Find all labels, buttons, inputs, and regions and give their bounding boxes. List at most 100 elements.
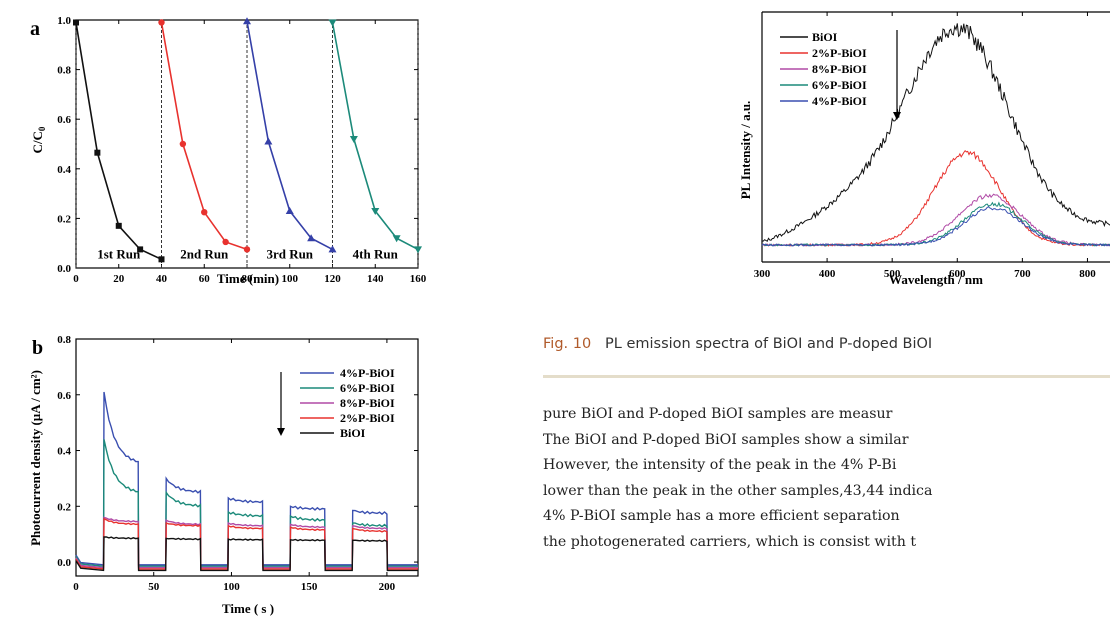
panel-label-b: b (32, 337, 43, 359)
x-tick-label: 0 (73, 581, 79, 593)
x-tick-label: 40 (156, 273, 168, 285)
chart-a: a 0 20 40 60 80 100 120 140 160 0.0 0.2 0.4 0.6 0.8 1.… (30, 15, 427, 286)
y-tick-label: 0.0 (57, 557, 71, 569)
data-point (158, 256, 165, 263)
data-point (349, 136, 358, 144)
data-point (371, 207, 380, 215)
data-point (179, 140, 187, 148)
axes-frame (75, 338, 419, 577)
plot-area-pl: 300 400 500 600 700 800 BiOI 2%P-BiOI 8%P-BiOI 6%… (754, 11, 1110, 280)
figure-caption: Fig. 10 PL emission spectra of BiOI and … (543, 336, 1110, 352)
series-line (246, 21, 333, 251)
data-point (73, 19, 79, 26)
x-axis-label-a: Time (min) (217, 271, 279, 286)
series-line (761, 149, 1110, 247)
data-point (392, 235, 401, 243)
series-line (761, 23, 1110, 243)
legend-label: 2%P-BiOI (812, 46, 867, 60)
series-line (75, 516, 418, 569)
data-point (115, 222, 122, 229)
y-axis-label-pl: PL Intensity / a.u. (738, 101, 753, 200)
data-point (243, 246, 251, 253)
data-point (307, 234, 316, 242)
y-tick-label: 0.8 (57, 65, 71, 77)
x-tick-label: 200 (379, 581, 396, 593)
body-line: 4% P-BiOI sample has a more efficient se… (543, 508, 900, 524)
data-point (94, 149, 101, 156)
plot-area-a: 0 20 40 60 80 100 120 140 160 0.0 0.2 0.4 0.6 0.8 1.0 1… (57, 15, 427, 285)
x-tick-label: 500 (884, 268, 901, 280)
x-tick-label: 150 (301, 581, 318, 593)
figure-number: Fig. 10 (543, 336, 592, 352)
series-line (75, 536, 418, 572)
y-axis-label-b: Photocurrent density (µA / cm²) (28, 370, 43, 546)
run-label: 3rd Run (266, 247, 313, 262)
series-line (761, 201, 1110, 247)
x-tick-label: 600 (949, 268, 966, 280)
data-point (328, 19, 337, 27)
run-label: 2nd Run (180, 247, 229, 262)
chart-b: b 0 50 100 150 200 0.0 0.2 0.4 0.6 0.8 4%P-BiOI6%P… (28, 334, 419, 616)
data-point (137, 246, 144, 253)
run-label: 1st Run (97, 247, 141, 262)
x-tick-label: 50 (148, 581, 160, 593)
data-point (414, 246, 422, 254)
run-label: 4th Run (353, 247, 399, 262)
caption-divider (543, 375, 1110, 378)
body-line: However, the intensity of the peak in th… (543, 457, 897, 473)
x-tick-label: 400 (819, 268, 836, 280)
trend-arrowhead (893, 112, 901, 120)
series-line (75, 391, 418, 566)
plot-area-b: 0 50 100 150 200 0.0 0.2 0.4 0.6 0.8 4%P-BiOI6%P-B… (57, 334, 419, 593)
chart-pl-spectra: 300 400 500 600 700 800 BiOI 2%P-BiOI 8%P-BiOI 6%… (738, 11, 1110, 287)
body-line: lower than the peak in the other samples… (543, 482, 933, 499)
body-line: the photogenerated carriers, which is co… (543, 533, 917, 550)
x-tick-label: 300 (754, 268, 771, 280)
x-tick-label: 140 (367, 273, 384, 285)
data-point (158, 19, 165, 26)
legend-label: 8%P-BiOI (812, 62, 867, 76)
x-axis-label-b: Time ( s ) (222, 601, 274, 616)
panel-label-a: a (30, 18, 40, 40)
y-tick-label: 0.2 (57, 213, 71, 225)
body-line: The BiOI and P-doped BiOI samples show a… (543, 431, 909, 448)
data-point (328, 245, 337, 253)
x-tick-label: 160 (410, 273, 427, 285)
y-tick-label: 0.4 (57, 446, 71, 458)
data-point (201, 209, 208, 216)
x-tick-label: 120 (324, 273, 341, 285)
legend-label: 4%P-BiOI (340, 366, 395, 380)
legend-label: 6%P-BiOI (340, 381, 395, 395)
x-tick-label: 60 (199, 273, 211, 285)
legend-label: 2%P-BiOI (340, 411, 395, 425)
y-tick-label: 0.4 (57, 164, 71, 176)
x-tick-label: 700 (1014, 268, 1031, 280)
y-tick-label: 0.6 (57, 390, 71, 402)
legend-label: BiOI (340, 426, 366, 440)
x-tick-label: 80 (242, 273, 254, 285)
y-axis-label-a: C/C0 (30, 126, 47, 153)
x-tick-label: 20 (113, 273, 125, 285)
data-point (222, 238, 229, 246)
data-point (264, 137, 273, 145)
trend-arrowhead (277, 428, 285, 436)
x-tick-label: 100 (223, 581, 240, 593)
data-point (243, 17, 251, 25)
legend-label: BiOI (812, 30, 838, 44)
series-line (75, 439, 418, 567)
series-line (75, 517, 418, 570)
x-tick-label: 100 (282, 273, 299, 285)
series-line (331, 22, 419, 251)
y-tick-label: 1.0 (57, 15, 71, 27)
legend-label: 6%P-BiOI (812, 78, 867, 92)
series-line (761, 206, 1110, 247)
y-tick-label: 0.6 (57, 114, 71, 126)
legend-label: 4%P-BiOI (812, 94, 867, 108)
x-tick-label: 800 (1079, 268, 1096, 280)
body-text: pure BiOI and P-doped BiOI samples are m… (543, 402, 1110, 555)
y-tick-label: 0.2 (57, 501, 71, 513)
x-axis-label-pl: Wavelength / nm (889, 272, 983, 287)
x-tick-label: 0 (73, 273, 79, 285)
data-point (285, 206, 294, 214)
caption-text: PL emission spectra of BiOI and P-doped … (605, 336, 933, 352)
